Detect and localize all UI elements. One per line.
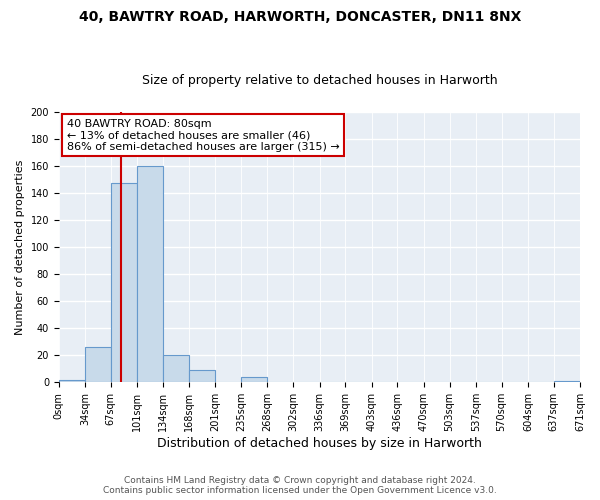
Text: Contains HM Land Registry data © Crown copyright and database right 2024.
Contai: Contains HM Land Registry data © Crown c…	[103, 476, 497, 495]
Bar	[554, 381, 580, 382]
Bar	[59, 380, 85, 382]
Bar	[163, 356, 189, 382]
Text: 40, BAWTRY ROAD, HARWORTH, DONCASTER, DN11 8NX: 40, BAWTRY ROAD, HARWORTH, DONCASTER, DN…	[79, 10, 521, 24]
Bar	[111, 184, 137, 382]
Bar	[137, 166, 163, 382]
Bar	[241, 377, 267, 382]
Title: Size of property relative to detached houses in Harworth: Size of property relative to detached ho…	[142, 74, 497, 87]
X-axis label: Distribution of detached houses by size in Harworth: Distribution of detached houses by size …	[157, 437, 482, 450]
Bar	[189, 370, 215, 382]
Bar	[85, 347, 111, 382]
Y-axis label: Number of detached properties: Number of detached properties	[15, 160, 25, 335]
Text: 40 BAWTRY ROAD: 80sqm
← 13% of detached houses are smaller (46)
86% of semi-deta: 40 BAWTRY ROAD: 80sqm ← 13% of detached …	[67, 118, 340, 152]
